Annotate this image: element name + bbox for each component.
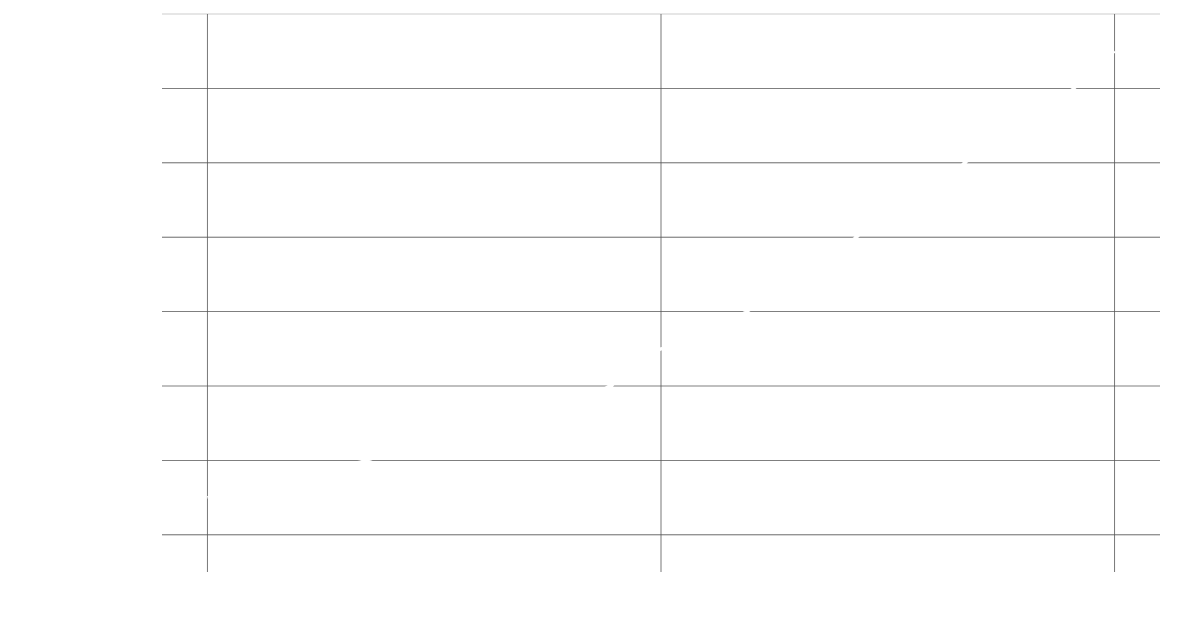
data-line xyxy=(207,50,1116,500)
